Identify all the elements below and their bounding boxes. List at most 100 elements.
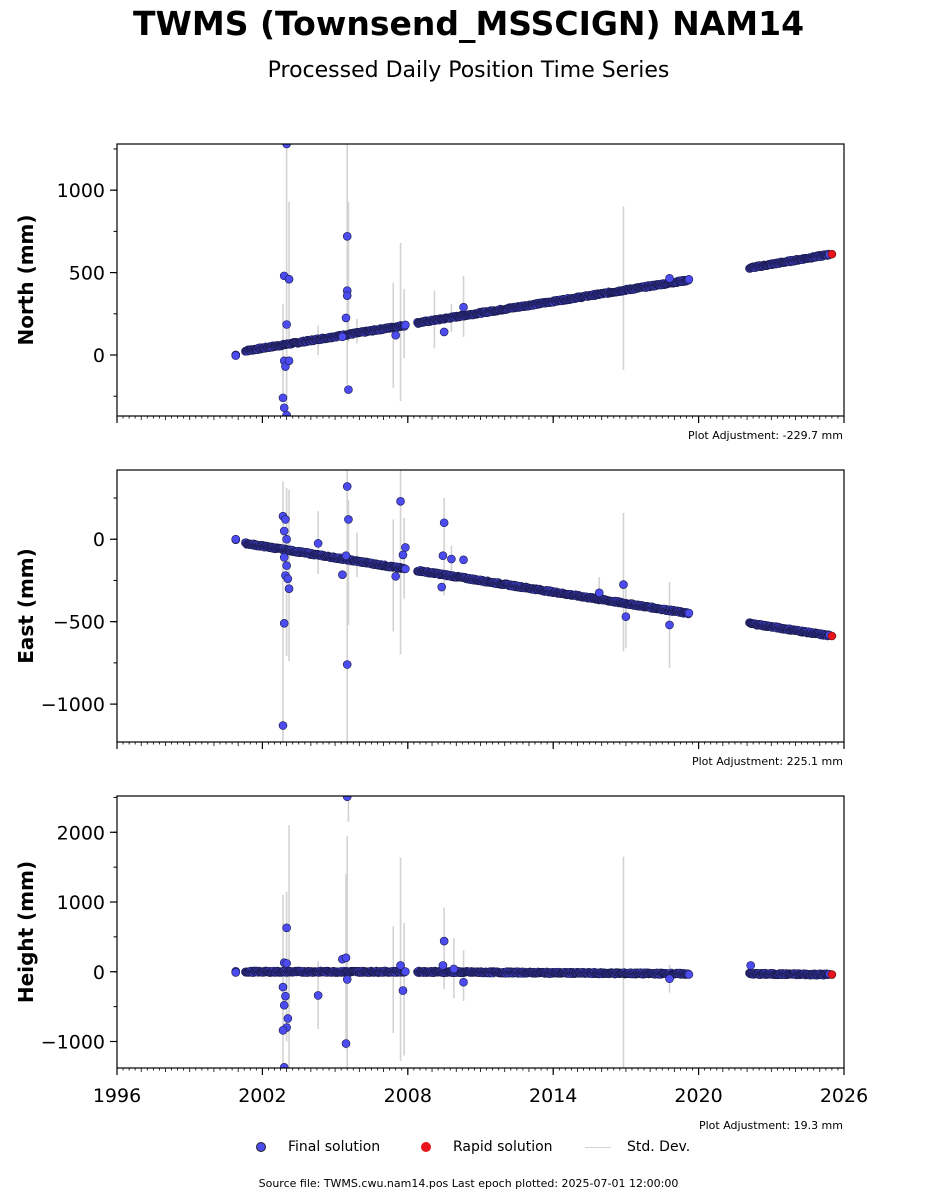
stddev-line-icon [585, 1146, 611, 1148]
final-marker-icon [256, 1142, 266, 1152]
rapid-point [827, 249, 837, 259]
final-point-outlier [282, 534, 291, 544]
legend-std-label: Std. Dev. [627, 1139, 691, 1155]
y-tick-label: 1000 [57, 180, 105, 202]
final-point [684, 275, 694, 284]
final-point-outlier [279, 1000, 289, 1010]
final-point-outlier [279, 553, 289, 562]
final-point-outlier [282, 923, 291, 933]
final-point-outlier [396, 961, 405, 970]
final-point-outlier [342, 660, 352, 669]
final-point-outlier [281, 991, 290, 1001]
final-point-outlier [398, 550, 408, 560]
final-point-outlier [338, 570, 347, 579]
height-axes-frame [116, 795, 845, 1069]
final-point [684, 970, 694, 979]
final-point [231, 351, 241, 360]
final-point-outlier [401, 543, 410, 552]
east-plot-area [231, 470, 837, 742]
y-tick-label: 0 [93, 345, 105, 367]
final-point-outlier [313, 991, 323, 1000]
final-point-outlier [282, 320, 291, 329]
legend-std: Std. Dev. [585, 1138, 690, 1156]
final-point-outlier [438, 961, 448, 970]
source-footer: Source file: TWMS.cwu.nam14.pos Last epo… [258, 1177, 679, 1190]
y-tick-label: 0 [93, 962, 105, 984]
height-plot-area [231, 796, 837, 1068]
east-y-axis-label: East (mm) [14, 548, 38, 664]
legend-rapid: Rapid solution [421, 1138, 553, 1156]
final-point-outlier [342, 482, 352, 491]
y-tick-label: −1000 [41, 1031, 105, 1053]
x-tick-label: 2026 [820, 1085, 868, 1107]
rapid-marker-icon [421, 1142, 431, 1152]
north-axes-frame [116, 143, 845, 417]
height-panel: 1996 2002 2008 2014 2020 2026 −1000 0 1000 2000 He… [14, 795, 868, 1107]
final-point-outlier [459, 302, 468, 312]
x-tick-label: 1996 [93, 1085, 141, 1107]
final-point-outlier [341, 313, 351, 323]
final-point-outlier [437, 582, 447, 592]
rapid-point [827, 970, 837, 979]
north-y-axis-label: North (mm) [14, 214, 38, 345]
final-point [231, 968, 241, 977]
final-point-outlier [284, 274, 294, 284]
final-point-outlier [459, 977, 468, 987]
y-tick-label: 500 [69, 263, 105, 285]
final-point-outlier [344, 515, 353, 524]
y-tick-label: −1000 [41, 694, 105, 716]
final-point-outlier [284, 356, 294, 366]
north-plot-area [231, 144, 837, 416]
x-tick-label: 2002 [238, 1085, 286, 1107]
final-point-outlier [665, 620, 674, 630]
final-point-outlier [391, 572, 400, 581]
final-point-outlier [341, 953, 351, 963]
final-point-outlier [278, 982, 288, 992]
final-point-outlier [342, 796, 352, 801]
final-point [401, 320, 410, 330]
final-point [231, 534, 241, 544]
final-point-outlier [279, 526, 289, 536]
final-point-outlier [282, 561, 291, 570]
y-tick-label: 0 [93, 529, 105, 551]
y-tick-label: 1000 [57, 892, 105, 914]
final-point-outlier [398, 986, 408, 995]
final-point [401, 564, 410, 574]
final-point-outlier [342, 975, 352, 984]
final-point-outlier [278, 721, 288, 730]
final-point-outlier [278, 393, 288, 403]
final-point-outlier [665, 274, 674, 283]
final-point-outlier [459, 555, 468, 565]
final-point-outlier [281, 515, 290, 524]
final-point-outlier [283, 574, 293, 584]
final-point-outlier [284, 584, 294, 593]
final-point-outlier [283, 1014, 293, 1023]
chart-title: TWMS (Townsend_MSSCIGN) NAM14 [132, 4, 805, 43]
height-y-axis-label: Height (mm) [14, 861, 38, 1003]
legend-rapid-label: Rapid solution [453, 1139, 553, 1155]
final-point-outlier [746, 961, 756, 970]
final-point-outlier [282, 959, 291, 968]
final-point-outlier [391, 330, 400, 340]
final-point-outlier [341, 1039, 351, 1048]
final-point-outlier [438, 551, 448, 561]
y-tick-label: 2000 [57, 822, 105, 844]
chart-subtitle: Processed Daily Position Time Series [267, 58, 670, 83]
final-point-outlier [619, 580, 628, 589]
final-point-outlier [342, 232, 352, 241]
x-tick-label: 2008 [384, 1085, 432, 1107]
north-plot-adjustment: Plot Adjustment: -229.7 mm [688, 429, 843, 442]
y-tick-label: −500 [53, 612, 105, 634]
final-point-outlier [279, 1063, 289, 1068]
x-tick-label: 2014 [529, 1085, 577, 1107]
final-point-outlier [449, 964, 459, 974]
final-point-outlier [621, 612, 631, 622]
final-point-outlier [439, 936, 449, 946]
final-point-outlier [439, 327, 449, 337]
height-plot-adjustment: Plot Adjustment: 19.3 mm [698, 1119, 843, 1132]
rapid-point [827, 631, 837, 641]
final-point-outlier [279, 403, 289, 413]
final-point-outlier [344, 385, 353, 394]
final-point [401, 967, 410, 976]
